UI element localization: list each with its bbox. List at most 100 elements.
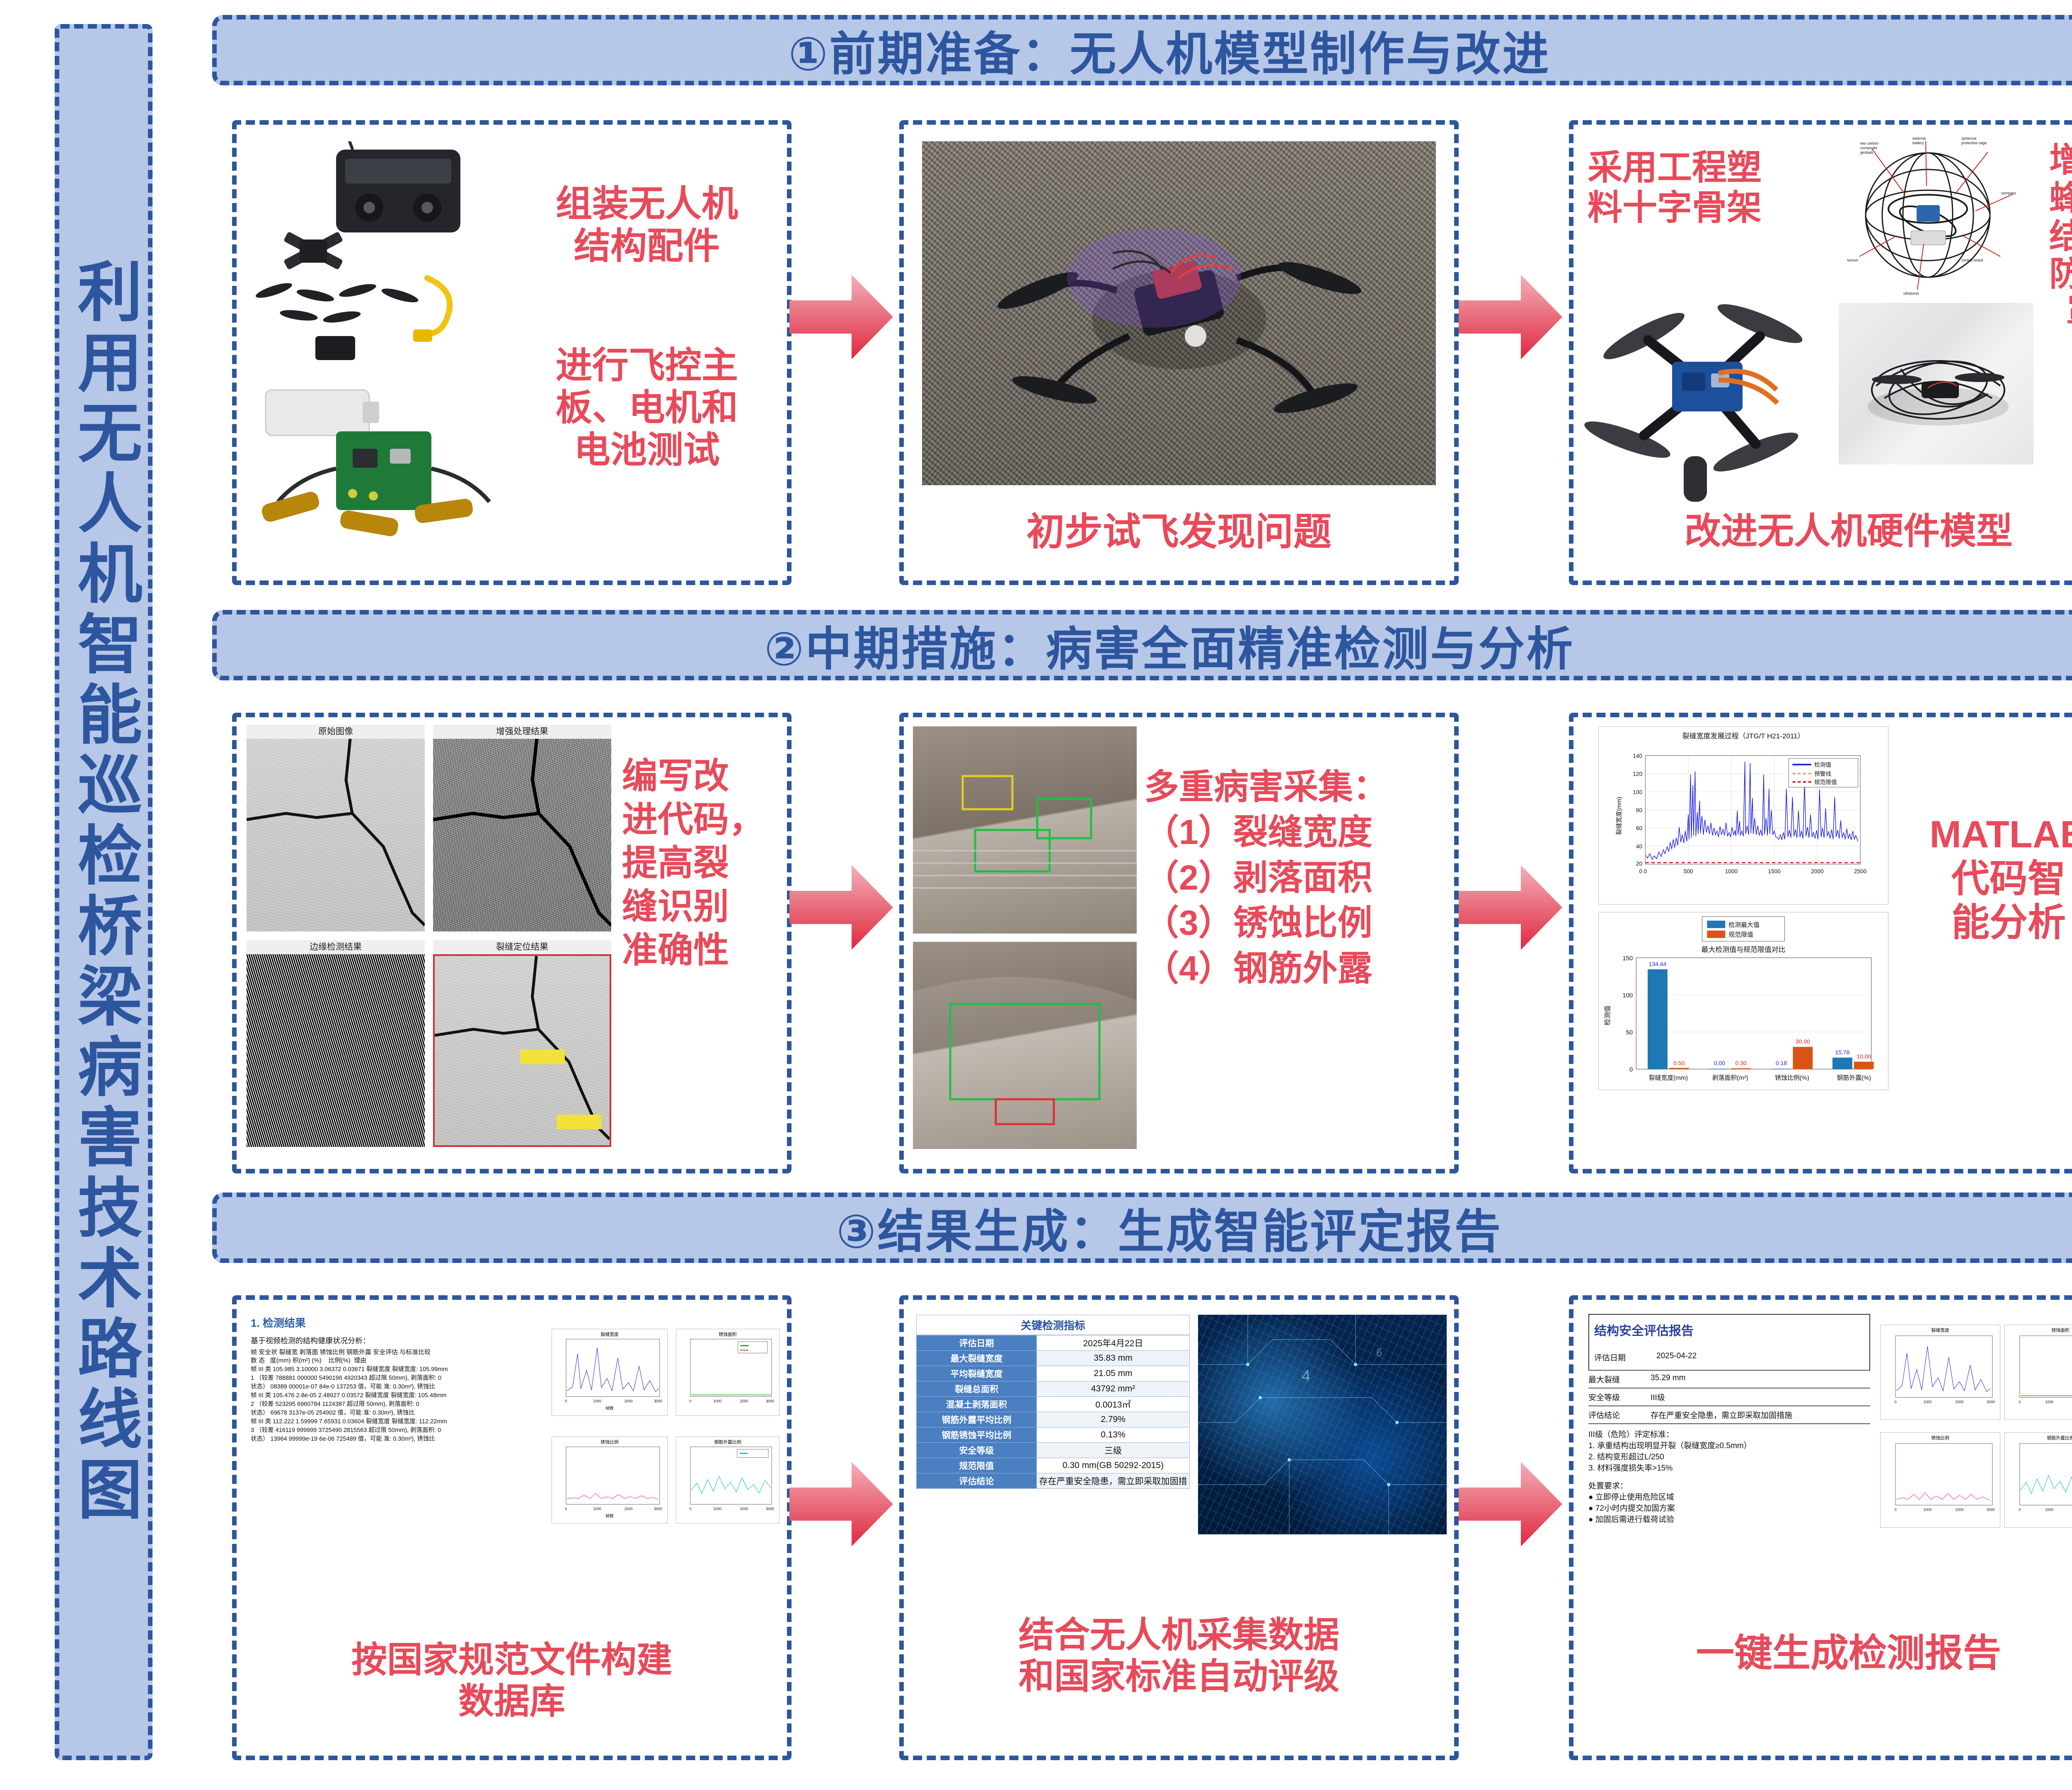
svg-text:0: 0 bbox=[565, 1399, 567, 1403]
report-criteria-1: 1. 承重结构出现明显开裂（裂缝宽度≥0.5mm） bbox=[1588, 1442, 1752, 1450]
report-maxcrack-label: 最大裂缝 bbox=[1588, 1376, 1620, 1384]
report-criteria-3: 3. 材料强度损失率>15% bbox=[1588, 1464, 1673, 1473]
svg-text:2000: 2000 bbox=[1956, 1507, 1964, 1512]
report-maxcrack-value: 35.29 mm bbox=[1651, 1374, 1686, 1382]
test-flight-photo bbox=[922, 141, 1436, 485]
rc4-title: 钢筋外露比例 bbox=[2047, 1435, 2072, 1441]
defect-list-title: 多重病害采集： bbox=[1144, 767, 1388, 806]
roadmap-title-band: 利用无人机智能巡检桥梁病害技术路线图 bbox=[55, 24, 152, 1760]
mini-chart-corrosion: 锈蚀比例 0 1000 2000 3000 帧数 bbox=[552, 1437, 668, 1524]
svg-text:2000: 2000 bbox=[1811, 868, 1824, 874]
defect-item-4: （4）钢筋外露 bbox=[1144, 948, 1372, 988]
flow-arrow-5 bbox=[789, 1459, 893, 1550]
svg-text:protective cage: protective cage bbox=[1961, 141, 1987, 145]
metric-value: 2.79% bbox=[1036, 1412, 1190, 1427]
metric-value: 0.30 mm(GB 50292-2015) bbox=[1036, 1458, 1190, 1473]
chart2-cat-4: 钢筋外露(%) bbox=[1837, 1074, 1871, 1081]
doc-row: 2 （较差 523295 6960784 1124387 超过限 50mm), … bbox=[251, 1401, 419, 1408]
metric-value: 三级 bbox=[1036, 1442, 1190, 1458]
flow-arrow-2 bbox=[1459, 271, 1562, 363]
defect-list: 多重病害采集： （1）裂缝宽度 （2）剥落面积 （3）锈蚀比例 （4）钢筋外露 bbox=[1144, 767, 1454, 989]
protective-cage-diagram: two carbon composite gimbals external batte… bbox=[1822, 132, 2033, 298]
svg-text:2500: 2500 bbox=[1854, 868, 1867, 874]
mini-chart-rebar-exposure: 钢筋外露比例 0 1000 2000 3000 bbox=[676, 1437, 779, 1524]
report-grade-value: III级 bbox=[1651, 1393, 1665, 1402]
table-row: 安全等级 三级 bbox=[916, 1442, 1190, 1458]
svg-text:1500: 1500 bbox=[1768, 868, 1781, 874]
max-vs-limit-bar-chart: 检测最大值 规范限值 最大检测值与规范限值对比 134.44 0.5 bbox=[1598, 912, 1888, 1090]
report-action-3: ● 加固后需进行载荷试验 bbox=[1588, 1515, 1674, 1524]
svg-text:composite: composite bbox=[1860, 146, 1877, 150]
svg-text:20: 20 bbox=[1636, 861, 1643, 867]
row3-card-database: 1. 检测结果 基于视频检测的结构健康状况分析： 帧 安全状 裂缝宽 剥落面 锈… bbox=[232, 1295, 792, 1760]
mini2-title: 锈蚀面积 bbox=[719, 1331, 737, 1337]
svg-text:1000: 1000 bbox=[2045, 1507, 2053, 1512]
flow-arrow-3 bbox=[789, 862, 893, 953]
doc-row: 1 （较差 788881 000000 5490196 4920343 超过限 … bbox=[251, 1374, 442, 1381]
chart2-cat-3: 锈蚀比例(%) bbox=[1775, 1074, 1809, 1081]
row1-card-improved: 采用工程塑 料十字骨架 bbox=[1569, 120, 2072, 585]
svg-text:1000: 1000 bbox=[713, 1399, 721, 1403]
svg-text:0.50: 0.50 bbox=[1673, 1059, 1685, 1066]
doc-row: 3 （较差 416119 999999 3725490 2815563 超过限 … bbox=[251, 1427, 441, 1434]
metric-key: 混凝土剥落面积 bbox=[916, 1396, 1037, 1412]
svg-text:2000: 2000 bbox=[740, 1507, 748, 1511]
svg-text:0: 0 bbox=[1644, 868, 1647, 874]
svg-text:80: 80 bbox=[1636, 807, 1643, 813]
svg-text:gimbals: gimbals bbox=[1860, 150, 1874, 155]
table-row: 钢筋锈蚀平均比例 0.13% bbox=[916, 1427, 1190, 1443]
table-row: 钢筋外露平均比例 2.79% bbox=[916, 1412, 1190, 1427]
report-chart-crack-width: 裂缝宽度 0 1000 2000 3000 bbox=[1880, 1325, 2000, 1420]
row2-card-matlab: 裂缝宽度发展过程（JTG/T H21-2011） 检测值 bbox=[1569, 713, 2072, 1173]
defect-item-3: （3）锈蚀比例 bbox=[1144, 903, 1372, 943]
svg-text:0.18: 0.18 bbox=[1776, 1059, 1787, 1066]
svg-text:0: 0 bbox=[565, 1507, 567, 1511]
report-action-1: ● 立即停止使用危险区域 bbox=[1588, 1493, 1674, 1502]
svg-text:two carbon: two carbon bbox=[1860, 141, 1878, 145]
report-chart-corrosion: 锈蚀比例 0 1000 2000 3000 bbox=[1880, 1432, 2000, 1528]
mini4-title: 钢筋外露比例 bbox=[714, 1439, 741, 1445]
metric-key: 评估结论 bbox=[916, 1473, 1037, 1489]
svg-text:120: 120 bbox=[1633, 771, 1642, 777]
rc3-title: 锈蚀比例 bbox=[1931, 1435, 1949, 1441]
svg-text:3000: 3000 bbox=[1987, 1400, 1995, 1404]
row3-card-auto-grading: 关键检测指标 评估日期 2025年4月22日 最大裂缝宽度 35.83 mm 平均裂缝宽… bbox=[899, 1295, 1459, 1760]
chart1-legend-2: 预警线 bbox=[1814, 771, 1831, 777]
row1-card1-text-top: 组装无人机 结构配件 bbox=[555, 183, 738, 267]
section-header-1-label: ①前期准备：无人机模型制作与改进 bbox=[788, 28, 1551, 80]
panel-label-original: 原始图像 bbox=[247, 725, 425, 739]
crack-width-line-chart: 裂缝宽度发展过程（JTG/T H21-2011） 检测值 bbox=[1598, 726, 1888, 905]
doc-row: 状态） 08389 00001e-07 84e-0 137253 值，可能 准:… bbox=[251, 1383, 435, 1390]
table-row: 评估结论 存在严重安全隐患，需立即采取加固措 bbox=[916, 1473, 1190, 1489]
defect-item-2: （2）剥落面积 bbox=[1144, 858, 1372, 897]
svg-text:140: 140 bbox=[1633, 753, 1642, 759]
metric-value: 21.05 mm bbox=[1036, 1366, 1190, 1381]
row2-card3-text: MATLAB 代码智 能分析 bbox=[1929, 813, 2072, 944]
svg-text:1000: 1000 bbox=[1923, 1400, 1932, 1404]
row2-card1-text: 编写改 进代码， 提高裂 缝识别 准确性 bbox=[622, 756, 765, 970]
svg-text:1000: 1000 bbox=[593, 1507, 601, 1511]
svg-text:1000: 1000 bbox=[713, 1507, 721, 1511]
svg-text:15.78: 15.78 bbox=[1835, 1049, 1849, 1055]
table-row: 裂缝总面积 43792 mm² bbox=[916, 1381, 1190, 1397]
report-criteria-title: III级（危险）评定标准： bbox=[1588, 1430, 1674, 1439]
table-row: 最大裂缝宽度 35.83 mm bbox=[916, 1350, 1190, 1366]
svg-text:150: 150 bbox=[1622, 955, 1633, 962]
doc-rows: 帧 III 类 105.985 3.10000 3.06372 0.03671 … bbox=[251, 1365, 533, 1444]
row1-card3-caption: 改进无人机硬件模型 bbox=[1684, 510, 2013, 552]
metric-key: 钢筋锈蚀平均比例 bbox=[916, 1427, 1037, 1443]
chart2-ylabel: 检测值 bbox=[1604, 1006, 1612, 1026]
detection-document: 1. 检测结果 基于视频检测的结构健康状况分析： 帧 安全状 裂缝宽 剥落面 锈… bbox=[251, 1315, 533, 1444]
report-conclusion-value: 存在严重安全隐患，需立即采取加固措施 bbox=[1651, 1411, 1793, 1420]
metric-value: 存在严重安全隐患，需立即采取加固措 bbox=[1036, 1473, 1190, 1489]
doc-title: 1. 检测结果 bbox=[251, 1317, 306, 1329]
doc-row: 帧 III 类 112.222 1.59999 7.65931 0.03604 … bbox=[251, 1418, 447, 1425]
chart1-title: 裂缝宽度发展过程（JTG/T H21-2011） bbox=[1682, 732, 1805, 740]
svg-text:0: 0 bbox=[1894, 1400, 1896, 1404]
defect-item-1: （1）裂缝宽度 bbox=[1144, 813, 1372, 852]
chart2-title: 最大检测值与规范限值对比 bbox=[1702, 946, 1786, 954]
metric-key: 平均裂缝宽度 bbox=[916, 1366, 1037, 1381]
improved-drone-photo bbox=[1584, 304, 1803, 502]
svg-text:3000: 3000 bbox=[766, 1507, 774, 1511]
